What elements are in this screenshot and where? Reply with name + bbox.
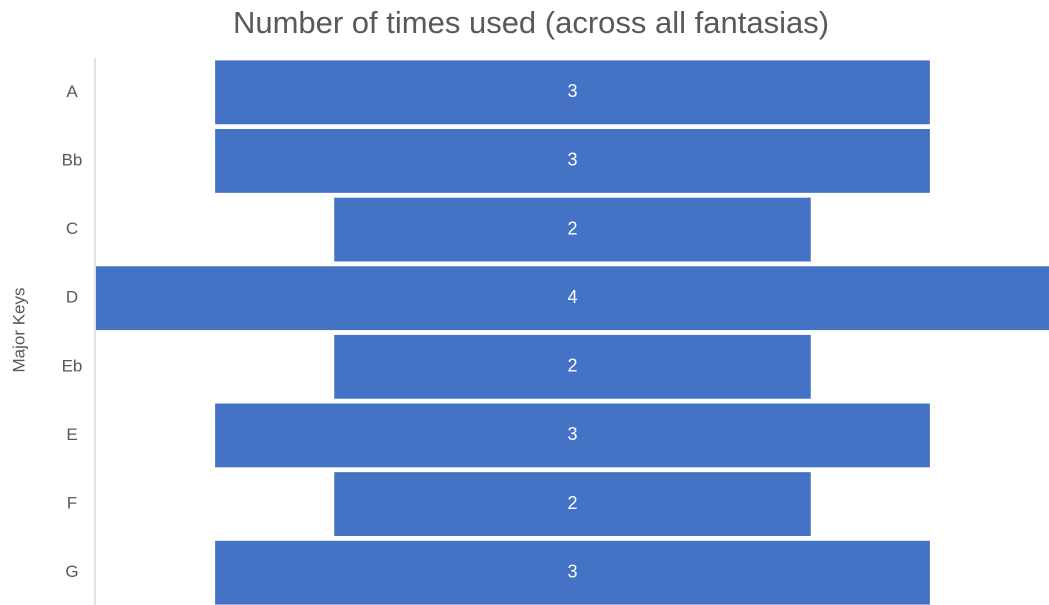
y-tick-label: Eb [62,356,83,375]
y-tick-label: D [66,288,78,307]
data-label: 2 [567,356,577,376]
y-tick-label: F [67,494,77,513]
y-tick-label: E [66,425,77,444]
bar [334,197,811,262]
data-label: 4 [567,287,577,307]
y-tick-label: C [66,219,78,238]
bar [334,334,811,399]
y-tick-label: G [65,562,78,581]
y-tick-label: Bb [62,150,83,169]
data-label: 3 [567,150,577,170]
chart-title: Number of times used (across all fantasi… [233,5,829,40]
bar [215,403,930,468]
y-tick-label: A [66,82,78,101]
data-label: 2 [567,218,577,238]
bar [334,472,811,536]
bar [96,266,1049,331]
data-label: 3 [567,81,577,101]
data-label: 2 [567,493,577,513]
y-axis-label: Major Keys [9,287,28,372]
bar [215,540,930,605]
data-label: 3 [567,424,577,444]
bar [215,60,930,125]
bar [215,129,930,193]
data-label: 3 [567,561,577,581]
